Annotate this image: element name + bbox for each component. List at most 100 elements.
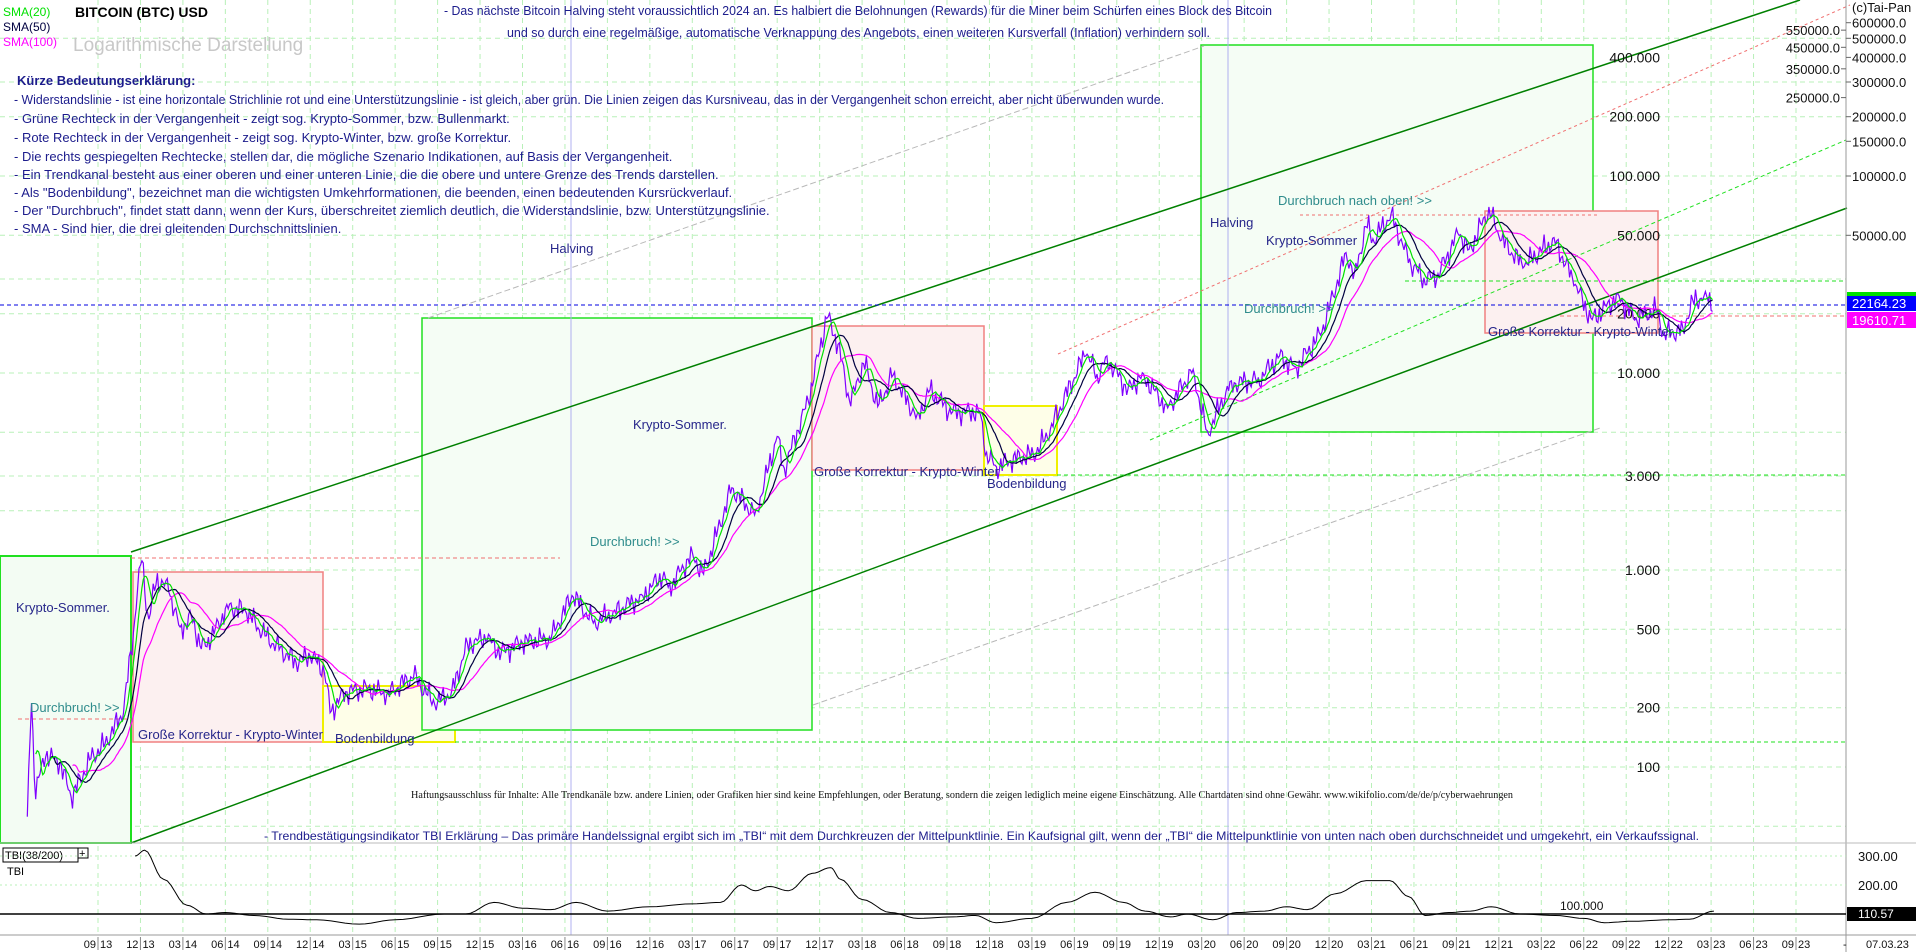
channel-lower-line [130,207,1848,844]
date-tick-month: 09 [593,939,605,951]
legend-line: - Ein Trendkanal besteht aus einer obere… [14,167,719,182]
halving-info-line-1: - Das nächste Bitcoin Halving steht vora… [444,4,1272,18]
date-tick-year: 21 [1458,939,1470,951]
date-tick-month: 12 [1145,939,1157,951]
summer-label-2: Krypto-Sommer. [633,417,727,432]
date-tick-year: 22 [1543,939,1555,951]
summer-label-3: Krypto-Sommer [1266,233,1358,248]
date-tick-month: 09 [1612,939,1624,951]
tbi-indicator-label[interactable]: TBI(38/200) [5,850,63,862]
date-tick-month: 12 [975,939,987,951]
date-tick-month: 09 [1782,939,1794,951]
legend-line: - Die rechts gespiegelten Rechtecke, ste… [14,149,672,164]
date-tick-month: 09 [84,939,96,951]
date-axis: 09 13 12 13 03 14 06 14 09 14 12 14 03 15 06 15 09 15 12 15… [84,937,1810,951]
copyright-label: (c)Tai-Pan [1852,0,1911,15]
date-tick-month: 06 [1739,939,1751,951]
date-tick-month: 06 [890,939,902,951]
price-axis-label: 200000.0 [1852,110,1906,125]
date-tick-year: 23 [1756,939,1768,951]
bottom-label-2: Bodenbildung [987,476,1067,491]
date-tick-month: 06 [1230,939,1242,951]
tbi-last-tag [1847,907,1916,921]
date-tick-month: 09 [1442,939,1454,951]
date-tick-month: 03 [1187,939,1199,951]
halving-label-2020: Halving [1210,215,1253,230]
projection-gray-upper [427,45,1205,319]
date-tick-month: 06 [381,939,393,951]
date-tick-year: 18 [864,939,876,951]
plus-icon: + [79,848,85,860]
bull-zone-2 [421,317,813,731]
date-tick-year: 13 [100,939,112,951]
winter-label-2: Große Korrektur - Krypto-Winter [814,464,1000,479]
date-tick-month: 06 [1400,939,1412,951]
date-tick-year: 18 [991,939,1003,951]
date-tick-month: 03 [678,939,690,951]
tbi-expand-button[interactable] [77,847,89,859]
halving-label-2016: Halving [550,241,593,256]
sma50-legend: SMA(50) [3,20,50,34]
price-axis-label: 250000.0 [1786,91,1840,106]
price-axis-label: 600000.0 [1852,16,1906,31]
price-axis-label: 350000.0 [1786,62,1840,77]
annotations: Halving Halving Krypto-Sommer. Krypto-So… [16,193,1699,843]
date-tick-year: 17 [822,939,834,951]
breakout-up-label: Durchbruch nach oben! >> [1278,193,1432,208]
date-tick-year: 18 [907,939,919,951]
inner-price-labels: 400.000200.000100.00050.00020.00010.0003… [1609,49,1660,775]
price-axis-label: 100000.0 [1852,169,1906,184]
bottom-label-1: Bodenbildung [335,731,415,746]
date-tick-year: 14 [270,939,282,951]
last-price-value: 22164.23 [1852,296,1906,311]
date-tick-month: 12 [1654,939,1666,951]
date-tick-year: 17 [694,939,706,951]
date-tick-year: 21 [1416,939,1428,951]
price-line [26,206,1713,817]
date-tick-year: 20 [1331,939,1343,951]
tbi-explanation-text: - Trendbestätigungsindikator TBI Erkläru… [264,829,1699,843]
price-axis[interactable]: 600000.0 550000.0 500000.0 450000.0 400000.0… [1786,16,1906,244]
inner-price-label: 500 [1637,621,1661,637]
date-tick-year: 23 [1798,939,1810,951]
date-tick-year: 22 [1586,939,1598,951]
date-axis-end-label: 07.03.23 [1866,939,1909,951]
legend-line: - Widerstandslinie - ist eine horizontal… [14,92,1164,107]
legend-line: - Rote Rechteck in der Vergangenheit - z… [14,130,511,145]
price-axis-label: 400000.0 [1852,50,1906,65]
projection-gray-lower [812,427,1601,706]
tbi-axis-label: 300.00 [1858,849,1898,864]
date-tick-month: 09 [933,939,945,951]
inner-price-label: 10.000 [1617,365,1660,381]
breakout-label-1: Durchbruch! >> [30,700,120,715]
sma20-price-tag [1847,292,1916,296]
inner-price-label: 50.000 [1617,227,1660,243]
inner-price-label: 200.000 [1609,109,1660,125]
last-price-tag [1847,296,1916,311]
date-tick-month: 03 [1527,939,1539,951]
date-tick-month: 03 [1357,939,1369,951]
date-tick-year: 16 [525,939,537,951]
date-tick-year: 14 [227,939,239,951]
date-tick-month: 06 [1060,939,1072,951]
date-tick-year: 20 [1246,939,1258,951]
date-tick-month: 06 [1570,939,1582,951]
date-tick-month: 06 [211,939,223,951]
breakout-label-2: Durchbruch! >> [590,534,680,549]
date-tick-year: 14 [185,939,197,951]
date-tick-year: 19 [1161,939,1173,951]
price-axis-label: 550000.0 [1786,23,1840,38]
date-tick-month: 06 [551,939,563,951]
tbi-panel: TBI(38/200) + TBI 100.000 300.00 200.00 1… [0,847,1916,925]
tbi-series-label: TBI [7,866,24,878]
date-tick-month: 09 [1103,939,1115,951]
date-tick-month: 12 [466,939,478,951]
date-tick-year: 13 [142,939,154,951]
date-tick-month: 09 [763,939,775,951]
tbi-axis-label: 200.00 [1858,878,1898,893]
date-tick-month: 09 [254,939,266,951]
date-tick-month: 12 [636,939,648,951]
date-tick-month: 03 [338,939,350,951]
date-tick-year: 23 [1713,939,1725,951]
